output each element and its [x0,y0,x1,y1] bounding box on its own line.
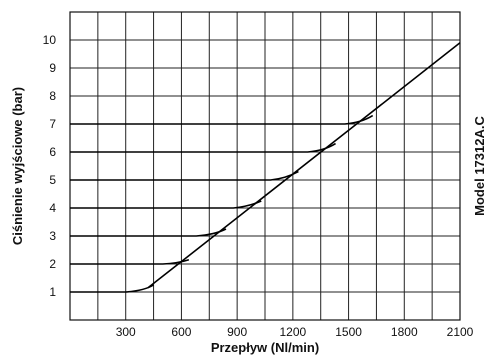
y-tick-label: 5 [49,173,56,187]
y-tick-label: 2 [49,257,56,271]
x-tick-label: 300 [116,325,136,339]
y-tick-label: 4 [49,201,56,215]
y-tick-label: 1 [49,285,56,299]
y-tick-label: 10 [43,33,57,47]
x-tick-label: 1500 [335,325,362,339]
grid-layer [70,12,460,320]
model-label: Model 17312A.C [472,116,487,216]
y-axis-title: Ciśnienie wyjściowe (bar) [10,87,25,245]
x-tick-label: 600 [171,325,191,339]
pressure-curve [70,284,154,293]
curves-layer [70,42,461,293]
x-axis-title: Przepływ (Nl/min) [211,340,319,355]
x-tick-label: 2100 [447,325,474,339]
pressure-curve [70,200,262,209]
pressure-curve [70,228,227,237]
limit-line [147,42,461,289]
y-tick-label: 9 [49,61,56,75]
x-tick-label: 1800 [391,325,418,339]
pressure-curve [70,259,190,265]
y-tick-label: 3 [49,229,56,243]
pressure-curve [70,142,336,153]
plot-frame [69,11,461,321]
y-tick-label: 7 [49,117,56,131]
pressure-curve [70,170,299,181]
x-tick-label: 900 [227,325,247,339]
pressure-curve [70,114,374,125]
x-tick-label: 1200 [280,325,307,339]
x-tick-labels: 300 600 900 1200 1500 1800 2100 [116,325,474,339]
y-tick-labels: 1 2 3 4 5 6 7 8 9 10 [43,33,57,299]
y-tick-label: 8 [49,89,56,103]
y-tick-label: 6 [49,145,56,159]
